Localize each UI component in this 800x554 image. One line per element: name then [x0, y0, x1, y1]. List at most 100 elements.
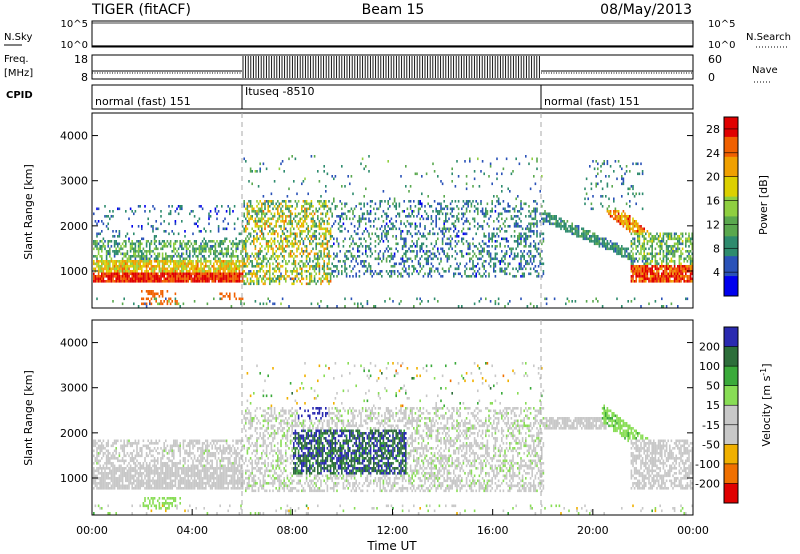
data-cell — [203, 265, 205, 268]
data-cell — [675, 242, 677, 246]
data-cell — [688, 237, 690, 241]
data-cell — [502, 200, 505, 203]
data-cell — [109, 272, 111, 276]
data-cell — [261, 237, 263, 241]
data-cell — [99, 487, 101, 490]
data-cell — [349, 250, 351, 253]
data-cell — [685, 267, 687, 271]
data-cell — [179, 205, 181, 208]
data-cell — [205, 247, 207, 251]
data-cell — [283, 212, 285, 216]
data-cell — [451, 255, 453, 258]
data-cell — [427, 260, 429, 263]
data-cell — [542, 270, 545, 273]
data-cell — [281, 240, 284, 243]
data-cell — [94, 439, 97, 443]
data-cell — [310, 237, 313, 241]
data-cell — [413, 267, 415, 271]
data-cell — [208, 222, 210, 226]
data-cell — [165, 257, 167, 261]
data-cell — [310, 265, 313, 268]
data-cell — [619, 222, 621, 226]
data-cell — [350, 242, 353, 246]
data-cell — [307, 192, 309, 196]
data-cell — [254, 252, 257, 256]
data-cell — [251, 275, 253, 278]
data-cell — [238, 280, 241, 283]
data-cell — [400, 262, 402, 266]
data-cell — [493, 265, 495, 268]
data-cell — [149, 210, 151, 213]
data-cell — [677, 242, 679, 246]
data-cell — [270, 237, 273, 241]
data-cell — [389, 255, 391, 258]
data-cell — [101, 272, 103, 276]
data-cell — [112, 215, 114, 218]
data-cell — [350, 222, 353, 226]
data-cell — [216, 250, 218, 253]
data-cell — [318, 232, 321, 236]
data-cell — [197, 260, 199, 263]
data-cell — [416, 232, 418, 236]
data-cell — [427, 272, 429, 276]
data-cell — [318, 207, 321, 211]
data-cell — [224, 275, 226, 278]
data-cell — [144, 275, 146, 278]
data-cell — [141, 250, 143, 253]
data-cell — [685, 280, 687, 283]
data-cell — [654, 247, 657, 251]
data-cell — [208, 260, 210, 263]
data-cell — [110, 272, 113, 276]
data-cell — [305, 200, 308, 203]
data-cell — [637, 270, 639, 273]
data-cell — [137, 240, 140, 243]
data-cell — [158, 265, 161, 268]
data-cell — [678, 262, 681, 266]
data-cell — [587, 230, 589, 233]
data-cell — [409, 257, 412, 261]
data-cell — [216, 272, 218, 276]
data-cell — [301, 282, 303, 286]
y-tick-label: 2000 — [60, 220, 88, 233]
data-cell — [597, 162, 599, 166]
data-cell — [294, 240, 297, 243]
data-cell — [680, 250, 682, 253]
data-cell — [685, 232, 687, 236]
data-cell — [267, 210, 269, 213]
data-cell — [520, 200, 522, 203]
data-cell — [686, 277, 689, 281]
data-cell — [96, 454, 98, 458]
data-cell — [200, 252, 202, 256]
data-cell — [414, 232, 417, 236]
data-cell — [592, 232, 594, 236]
data-cell — [123, 255, 125, 258]
data-cell — [325, 255, 327, 258]
data-cell — [526, 237, 529, 241]
data-cell — [229, 295, 231, 298]
data-cell — [105, 252, 108, 256]
data-cell — [173, 250, 175, 253]
data-cell — [233, 280, 236, 283]
data-cell — [667, 280, 669, 283]
data-cell — [128, 217, 130, 221]
data-cell — [321, 220, 324, 223]
data-cell — [329, 277, 332, 281]
data-cell — [243, 262, 245, 266]
data-cell — [150, 225, 153, 228]
data-cell — [328, 222, 330, 226]
data-cell — [590, 235, 593, 238]
data-cell — [649, 232, 652, 236]
data-cell — [195, 277, 197, 281]
data-cell — [501, 190, 503, 193]
data-cell — [142, 247, 145, 251]
data-cell — [629, 205, 631, 208]
data-cell — [217, 272, 220, 276]
data-cell — [635, 220, 637, 223]
data-cell — [197, 247, 199, 251]
data-cell — [421, 267, 423, 271]
data-cell — [334, 255, 337, 258]
data-cell — [177, 205, 180, 208]
data-cell — [181, 280, 183, 283]
data-cell — [304, 202, 306, 206]
data-cell — [272, 272, 274, 276]
